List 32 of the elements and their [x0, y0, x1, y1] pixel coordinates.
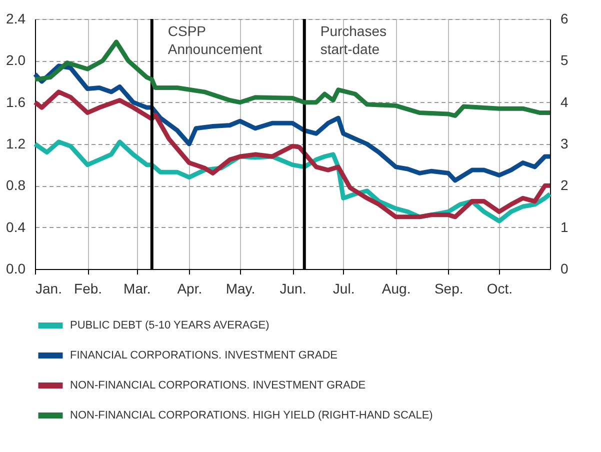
- legend-label: NON-FINANCIAL CORPORATIONS. INVESTMENT GRADE: [70, 380, 366, 392]
- ref-line-label: Purchases start-date: [320, 23, 387, 57]
- x-tick-label: Feb.: [74, 280, 102, 296]
- x-tick-label: Jul.: [332, 280, 355, 296]
- legend-label: FINANCIAL CORPORATIONS. INVESTMENT GRADE: [70, 350, 338, 362]
- y2-tick-label: 5: [560, 52, 568, 68]
- ref-line-label: CSPP Announcement: [168, 23, 262, 57]
- y2-tick-label: 0: [560, 260, 568, 276]
- y-tick-label: 1.2: [6, 136, 26, 152]
- y-tick-label: 0.4: [6, 218, 26, 235]
- x-tick-label: Jan.: [36, 280, 62, 296]
- y-tick-label: 2.4: [6, 10, 26, 26]
- line-series: [32, 90, 552, 220]
- legend-label: NON-FINANCIAL CORPORATIONS. HIGH YIELD (RIGHT-HAND SCALE): [70, 410, 433, 422]
- y2-tick-label: 4: [560, 94, 568, 110]
- y-tick-label: 2.0: [6, 52, 26, 68]
- y2-tick-label: 2: [560, 177, 568, 194]
- y-tick-label: 0.8: [6, 177, 26, 194]
- y-tick-label: 0.0: [6, 260, 26, 276]
- x-tick-label: Apr.: [177, 280, 202, 296]
- y2-tick-label: 6: [560, 10, 568, 26]
- x-tick-label: Sep.: [434, 280, 464, 296]
- line-series: [32, 64, 552, 183]
- y2-tick-label: 1: [560, 218, 568, 235]
- x-tick-label: Jun.: [280, 280, 306, 296]
- x-tick-label: May.: [226, 280, 256, 296]
- x-tick-label: Mar.: [124, 280, 151, 296]
- x-tick-label: Oct.: [486, 280, 513, 296]
- legend-label: PUBLIC DEBT (5-10 YEARS AVERAGE): [70, 320, 270, 332]
- y2-tick-label: 3: [560, 136, 568, 152]
- x-tick-label: Aug.: [382, 280, 411, 296]
- y-tick-label: 1.6: [6, 94, 26, 110]
